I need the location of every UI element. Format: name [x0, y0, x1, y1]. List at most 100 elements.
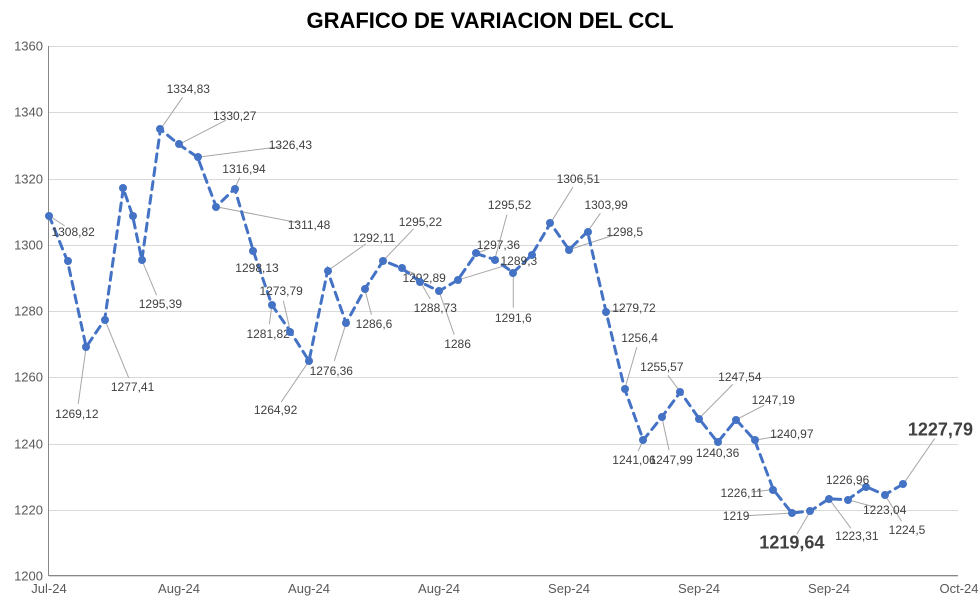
data-label: 1288,73	[414, 301, 457, 315]
data-marker	[249, 247, 257, 255]
data-marker	[695, 415, 703, 423]
data-marker	[584, 228, 592, 236]
data-label: 1291,6	[495, 311, 532, 325]
data-label: 1240,97	[770, 427, 813, 441]
data-label: 1295,39	[139, 297, 182, 311]
emphasized-data-label: 1219,64	[759, 532, 824, 553]
data-marker	[658, 413, 666, 421]
data-label: 1292,11	[353, 231, 396, 245]
data-marker	[509, 269, 517, 277]
data-label: 1255,57	[640, 360, 683, 374]
data-label: 1226,96	[826, 473, 869, 487]
data-label: 1334,83	[167, 82, 210, 96]
data-marker	[602, 308, 610, 316]
data-label: 1295,22	[399, 215, 442, 229]
data-marker	[454, 276, 462, 284]
plot-area: 120012201240126012801300132013401360Jul-…	[48, 46, 958, 576]
x-tick-label: Sep-24	[548, 581, 590, 596]
data-label: 1223,04	[863, 503, 906, 517]
x-tick-label: Sep-24	[678, 581, 720, 596]
chart-container: GRAFICO DE VARIACION DEL CCL 12001220124…	[0, 0, 980, 615]
data-marker	[528, 251, 536, 259]
data-marker	[286, 328, 294, 336]
data-label: 1226,11	[720, 486, 763, 500]
data-marker	[175, 140, 183, 148]
data-label: 1316,94	[222, 162, 265, 176]
data-label: 1306,51	[557, 172, 600, 186]
y-tick-label: 1300	[14, 237, 43, 252]
data-marker	[129, 212, 137, 220]
data-label: 1223,31	[835, 529, 878, 543]
data-label: 1298,13	[235, 261, 278, 275]
x-tick-label: Sep-24	[808, 581, 850, 596]
data-marker	[751, 436, 759, 444]
y-tick-label: 1240	[14, 436, 43, 451]
data-label: 1297,36	[477, 238, 520, 252]
data-marker	[714, 438, 722, 446]
data-marker	[806, 507, 814, 515]
data-label: 1286,6	[356, 317, 393, 331]
y-tick-label: 1360	[14, 39, 43, 54]
data-marker	[231, 185, 239, 193]
y-tick-label: 1320	[14, 171, 43, 186]
data-marker	[621, 385, 629, 393]
data-marker	[881, 491, 889, 499]
x-tick-label: Aug-24	[418, 581, 460, 596]
data-marker	[156, 125, 164, 133]
data-marker	[416, 278, 424, 286]
data-label: 1311,48	[288, 218, 331, 232]
x-tick-label: Oct-24	[939, 581, 978, 596]
data-marker	[676, 388, 684, 396]
data-label: 1269,12	[55, 407, 98, 421]
x-tick-label: Jul-24	[31, 581, 66, 596]
data-marker	[361, 285, 369, 293]
data-label: 1295,52	[488, 198, 531, 212]
data-marker	[639, 436, 647, 444]
data-marker	[324, 267, 332, 275]
data-label: 1330,27	[213, 109, 256, 123]
data-marker	[342, 319, 350, 327]
chart-title: GRAFICO DE VARIACION DEL CCL	[0, 8, 980, 34]
data-label: 1298,5	[606, 225, 643, 239]
data-label: 1264,92	[254, 403, 297, 417]
data-marker	[732, 416, 740, 424]
data-label: 1224,5	[889, 523, 926, 537]
gridline	[49, 576, 958, 577]
data-label: 1303,99	[584, 198, 627, 212]
data-marker	[212, 203, 220, 211]
data-label: 1281,82	[246, 327, 289, 341]
data-marker	[546, 219, 554, 227]
data-label: 1273,79	[259, 284, 302, 298]
data-marker	[379, 257, 387, 265]
data-label: 1247,54	[718, 370, 761, 384]
data-label: 1277,41	[111, 380, 154, 394]
data-marker	[268, 301, 276, 309]
x-tick-label: Aug-24	[158, 581, 200, 596]
y-tick-label: 1260	[14, 370, 43, 385]
data-marker	[769, 486, 777, 494]
data-marker	[899, 480, 907, 488]
data-marker	[138, 256, 146, 264]
data-label: 1219	[723, 509, 750, 523]
data-marker	[45, 212, 53, 220]
data-marker	[64, 257, 72, 265]
data-marker	[119, 184, 127, 192]
data-marker	[82, 343, 90, 351]
data-label: 1279,72	[612, 301, 655, 315]
data-label: 1326,43	[269, 138, 312, 152]
data-label: 1276,36	[310, 364, 353, 378]
y-tick-label: 1280	[14, 304, 43, 319]
y-tick-label: 1340	[14, 105, 43, 120]
data-marker	[844, 496, 852, 504]
data-label: 1308,82	[51, 225, 94, 239]
data-label: 1247,19	[752, 393, 795, 407]
x-tick-label: Aug-24	[288, 581, 330, 596]
data-marker	[788, 509, 796, 517]
data-label: 1286	[444, 337, 471, 351]
data-label: 1240,36	[696, 446, 739, 460]
data-label: 1256,4	[621, 331, 658, 345]
emphasized-data-label: 1227,79	[908, 420, 973, 441]
data-marker	[101, 316, 109, 324]
data-marker	[435, 287, 443, 295]
y-tick-label: 1220	[14, 502, 43, 517]
